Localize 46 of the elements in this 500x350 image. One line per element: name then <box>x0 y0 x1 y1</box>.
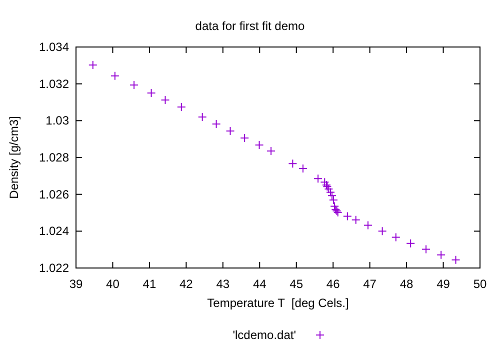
y-tick-label: 1.028 <box>38 150 70 164</box>
point <box>176 102 186 112</box>
x-tick-label: 46 <box>326 277 340 291</box>
point <box>298 164 308 174</box>
point <box>391 232 400 242</box>
legend-label: 'lcdemo.dat' <box>232 328 296 342</box>
point <box>254 140 264 150</box>
point <box>88 60 98 70</box>
x-tick-label: 43 <box>216 277 230 291</box>
x-tick-label: 50 <box>473 277 487 291</box>
point <box>160 96 170 105</box>
point <box>240 133 250 142</box>
point <box>436 250 446 260</box>
point <box>342 212 352 221</box>
x-tick-label: 39 <box>69 277 83 291</box>
point <box>378 226 387 236</box>
point <box>212 119 221 128</box>
y-tick-label: 1.032 <box>38 76 70 91</box>
y-tick-label: 1.03 <box>46 114 70 128</box>
x-tick-label: 41 <box>142 277 156 291</box>
point <box>363 220 372 230</box>
y-tick-label: 1.026 <box>38 187 70 202</box>
y-tick-label: 1.024 <box>38 224 70 238</box>
point <box>198 112 207 122</box>
chart-title: data for first fit demo <box>195 19 306 33</box>
x-tick-label: 44 <box>252 277 267 291</box>
y-axis-title: Density [g/cm3] <box>7 116 21 199</box>
x-tick-label: 49 <box>436 277 450 291</box>
x-tick-label: 42 <box>180 277 194 291</box>
point <box>110 71 120 80</box>
point <box>288 159 298 168</box>
point <box>422 244 431 254</box>
x-tick-label: 40 <box>106 277 120 291</box>
x-tick-label: 47 <box>363 277 377 291</box>
x-axis-title: Temperature T [deg Cels.] <box>207 296 349 310</box>
y-tick-label: 1.022 <box>38 261 70 275</box>
point <box>146 88 156 98</box>
y-tick-label: 1.034 <box>38 40 70 54</box>
point <box>130 80 139 90</box>
x-tick-label: 45 <box>290 277 304 291</box>
x-tick-label: 48 <box>400 277 414 291</box>
point <box>451 255 460 264</box>
point <box>226 126 235 136</box>
point <box>351 215 360 224</box>
point <box>266 146 276 156</box>
point <box>406 238 416 248</box>
